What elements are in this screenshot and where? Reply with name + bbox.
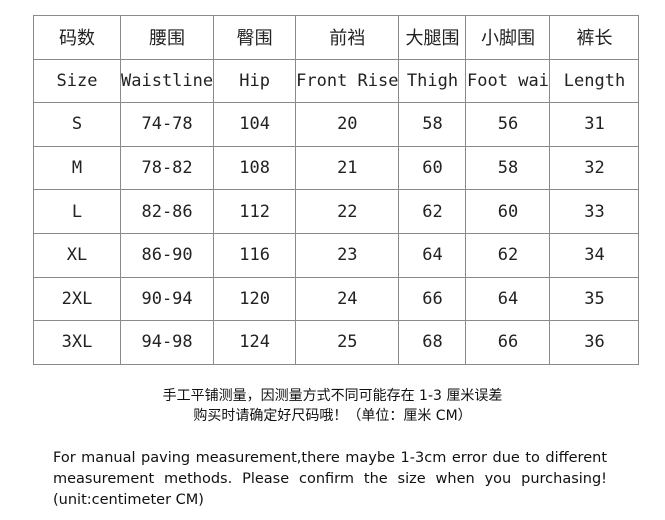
table-cell: Size bbox=[33, 58, 121, 104]
table-cell: XL bbox=[33, 232, 121, 278]
table-row: L 82-86 112 22 62 60 33 bbox=[33, 189, 640, 234]
size-chart-table: 码数 腰围 臀围 前裆 大腿围 小脚围 裤长 Size Waistline Hip Front Ri… bbox=[33, 15, 640, 365]
table-cell: 60 bbox=[398, 145, 467, 191]
table-row: S 74-78 104 20 58 56 31 bbox=[33, 102, 640, 147]
table-cell: M bbox=[33, 145, 121, 191]
table-cell: 94-98 bbox=[119, 320, 215, 365]
table-cell: 58 bbox=[465, 145, 551, 191]
table-cell: 64 bbox=[398, 232, 467, 278]
table-cell: 23 bbox=[295, 232, 400, 278]
table-cell: 68 bbox=[398, 320, 467, 365]
chinese-note-line-2: 购买时请确定好尺码哦！（单位：厘米 CM） bbox=[193, 408, 472, 424]
table-cell: 56 bbox=[465, 102, 551, 147]
table-cell: 124 bbox=[213, 320, 297, 365]
table-cell: 35 bbox=[549, 276, 640, 322]
table-cell: 裤长 bbox=[549, 15, 640, 60]
table-cell: 64 bbox=[465, 276, 551, 322]
table-cell: 34 bbox=[549, 232, 640, 278]
table-cell: 3XL bbox=[33, 320, 121, 365]
table-cell: Waistline bbox=[119, 58, 215, 104]
table-cell: 2XL bbox=[33, 276, 121, 322]
header-row-chinese: 码数 腰围 臀围 前裆 大腿围 小脚围 裤长 bbox=[33, 15, 640, 60]
table-cell: 21 bbox=[295, 145, 400, 191]
table-cell: Hip bbox=[213, 58, 297, 104]
table-cell: 66 bbox=[398, 276, 467, 322]
table-cell: 腰围 bbox=[119, 15, 215, 60]
table-cell: 20 bbox=[295, 102, 400, 147]
table-row: M 78-82 108 21 60 58 32 bbox=[33, 145, 640, 191]
table-cell: 码数 bbox=[33, 15, 121, 60]
table-cell: 25 bbox=[295, 320, 400, 365]
table-cell: 31 bbox=[549, 102, 640, 147]
table-cell: 24 bbox=[295, 276, 400, 322]
table-cell: 36 bbox=[549, 320, 640, 365]
table-cell: 120 bbox=[213, 276, 297, 322]
table-cell: 108 bbox=[213, 145, 297, 191]
table-cell: 90-94 bbox=[119, 276, 215, 322]
table-cell: S bbox=[33, 102, 121, 147]
table-cell: 86-90 bbox=[119, 232, 215, 278]
table-cell: 62 bbox=[465, 232, 551, 278]
table-cell: L bbox=[33, 189, 121, 234]
table-cell: 74-78 bbox=[119, 102, 215, 147]
table-cell: 33 bbox=[549, 189, 640, 234]
table-cell: 32 bbox=[549, 145, 640, 191]
table-cell: 78-82 bbox=[119, 145, 215, 191]
table-cell: 22 bbox=[295, 189, 400, 234]
table-row: XL 86-90 116 23 64 62 34 bbox=[33, 232, 640, 278]
table-cell: 116 bbox=[213, 232, 297, 278]
table-cell: 前裆 bbox=[295, 15, 400, 60]
table-cell: 小脚围 bbox=[465, 15, 551, 60]
table-row: 2XL 90-94 120 24 66 64 35 bbox=[33, 276, 640, 322]
table-cell: Thigh bbox=[398, 58, 467, 104]
table-cell: 60 bbox=[465, 189, 551, 234]
table-row: 3XL 94-98 124 25 68 66 36 bbox=[33, 320, 640, 365]
header-row-english: Size Waistline Hip Front Rise Thigh Foot wai L… bbox=[33, 58, 640, 104]
table-cell: 62 bbox=[398, 189, 467, 234]
table-cell: 58 bbox=[398, 102, 467, 147]
table-cell: 104 bbox=[213, 102, 297, 147]
chinese-note-line-1: 手工平铺测量，因测量方式不同可能存在 1-3 厘米误差 bbox=[162, 388, 503, 404]
table-cell: 82-86 bbox=[119, 189, 215, 234]
table-cell: 66 bbox=[465, 320, 551, 365]
table-cell: Front Rise bbox=[295, 58, 400, 104]
table-cell: 112 bbox=[213, 189, 297, 234]
english-note: For manual paving measurement,there mayb… bbox=[53, 450, 607, 508]
table-cell: 大腿围 bbox=[398, 15, 467, 60]
table-cell: 臀围 bbox=[213, 15, 297, 60]
table-cell: Length bbox=[549, 58, 640, 104]
table-cell: Foot wai bbox=[465, 58, 551, 104]
